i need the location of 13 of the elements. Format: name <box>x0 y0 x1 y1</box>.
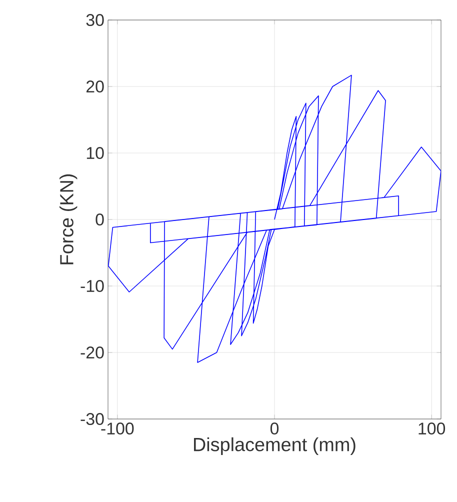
line-series <box>108 74 442 363</box>
x-axis-title: Displacement (mm) <box>194 437 356 455</box>
x-tick-label: 100 <box>418 422 446 435</box>
y-tick-label: -30 <box>80 413 104 425</box>
y-tick-label: -20 <box>80 346 104 358</box>
y-tick-label: -10 <box>80 280 104 292</box>
y-tick-label: 10 <box>86 147 104 160</box>
y-axis-title: Force (KN) <box>60 174 78 264</box>
y-tick-label: 20 <box>86 80 104 93</box>
y-tick-label: 30 <box>86 14 104 26</box>
x-tick-label: -100 <box>101 422 134 435</box>
y-tick-label: 0 <box>96 214 104 226</box>
x-tick-label: 0 <box>270 422 279 435</box>
